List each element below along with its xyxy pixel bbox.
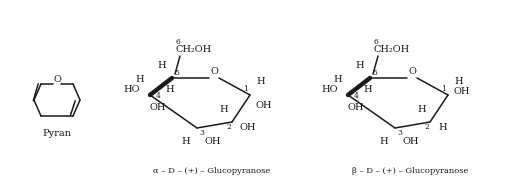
Text: 3: 3 — [200, 129, 204, 137]
Text: 1: 1 — [244, 85, 249, 93]
Text: 4: 4 — [156, 92, 160, 100]
Text: OH: OH — [256, 100, 272, 110]
Text: H: H — [364, 84, 372, 94]
Text: OH: OH — [348, 104, 364, 112]
Text: HO: HO — [322, 86, 338, 94]
Text: 6: 6 — [374, 38, 379, 46]
Text: H: H — [333, 74, 342, 84]
Text: 6: 6 — [176, 38, 181, 46]
Text: CH₂OH: CH₂OH — [176, 45, 212, 54]
Text: β – D – (+) – Glucopyranose: β – D – (+) – Glucopyranose — [352, 167, 468, 175]
Text: α – D – (+) – Glucopyranose: α – D – (+) – Glucopyranose — [153, 167, 271, 175]
Text: OH: OH — [205, 137, 221, 147]
Text: H: H — [455, 78, 464, 86]
Text: H: H — [220, 106, 228, 114]
Text: Pyran: Pyran — [42, 130, 72, 139]
Text: H: H — [356, 62, 364, 70]
Text: H: H — [418, 106, 426, 114]
Text: H: H — [439, 122, 447, 132]
Text: H: H — [256, 78, 266, 86]
Text: H: H — [158, 62, 166, 70]
Text: H: H — [182, 137, 190, 147]
Text: H: H — [380, 137, 388, 147]
Text: O: O — [210, 68, 218, 76]
Text: 1: 1 — [442, 85, 447, 93]
Text: 3: 3 — [398, 129, 402, 137]
Text: 2: 2 — [425, 123, 430, 131]
Text: CH₂OH: CH₂OH — [374, 45, 410, 54]
Text: OH: OH — [402, 137, 419, 147]
Text: HO: HO — [124, 86, 140, 94]
Text: 5: 5 — [175, 69, 179, 77]
Text: H: H — [136, 74, 144, 84]
Text: 2: 2 — [227, 123, 232, 131]
Text: OH: OH — [240, 122, 256, 132]
Text: O: O — [53, 74, 61, 84]
Text: 5: 5 — [373, 69, 378, 77]
Text: H: H — [166, 84, 174, 94]
Text: 4: 4 — [354, 92, 358, 100]
Text: OH: OH — [454, 88, 470, 96]
Text: OH: OH — [150, 104, 166, 112]
Text: O: O — [408, 68, 416, 76]
